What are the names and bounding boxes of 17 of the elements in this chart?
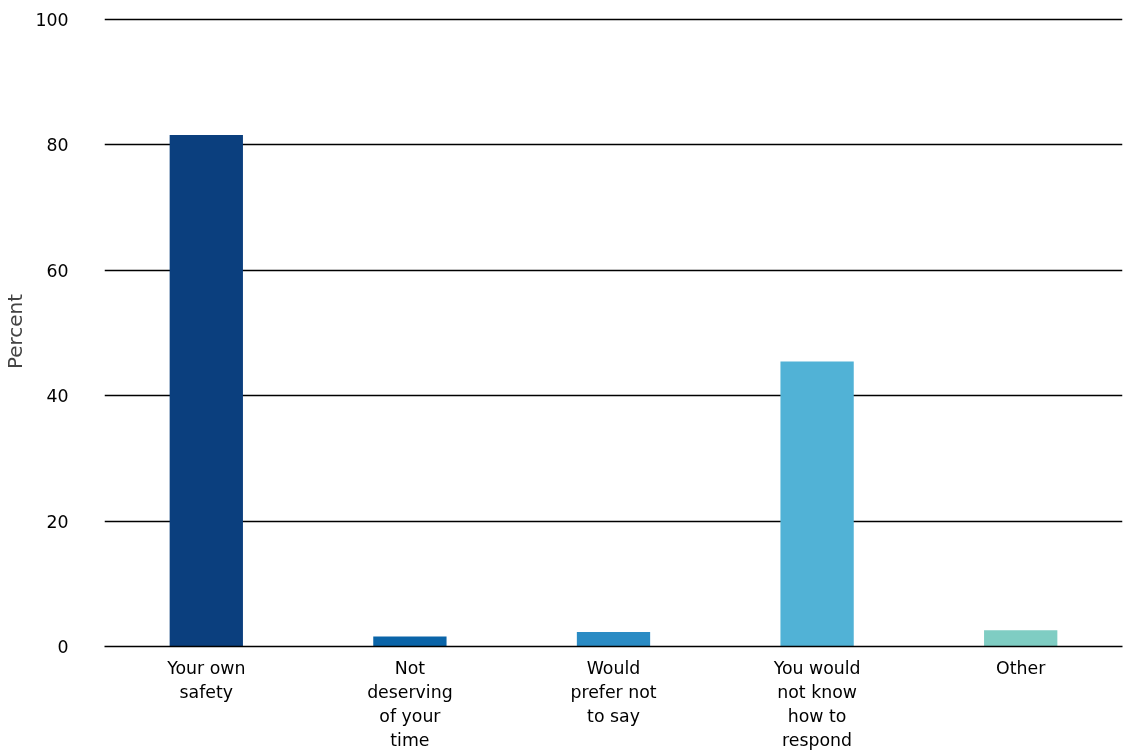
- x-tick-label: Your own safety: [166, 657, 246, 702]
- bar: [373, 636, 447, 647]
- bar: [780, 361, 854, 647]
- bar: [984, 630, 1058, 647]
- y-tick-label: 100: [35, 9, 69, 30]
- x-tick-label: You would not know how to respond: [772, 657, 861, 750]
- x-tick-label: Would prefer not to say: [570, 657, 657, 726]
- y-tick-label: 80: [46, 135, 69, 156]
- y-tick-label: 40: [46, 386, 69, 406]
- y-tick-label: 20: [46, 511, 69, 532]
- y-axis-title: Percent: [3, 293, 28, 370]
- x-tick-label: Other: [996, 657, 1047, 678]
- y-tick-label: 60: [46, 260, 69, 281]
- x-tick-label: Not deserving of your time: [367, 657, 453, 750]
- bar: [169, 135, 243, 647]
- y-tick-label: 0: [57, 637, 69, 657]
- bar: [576, 632, 651, 647]
